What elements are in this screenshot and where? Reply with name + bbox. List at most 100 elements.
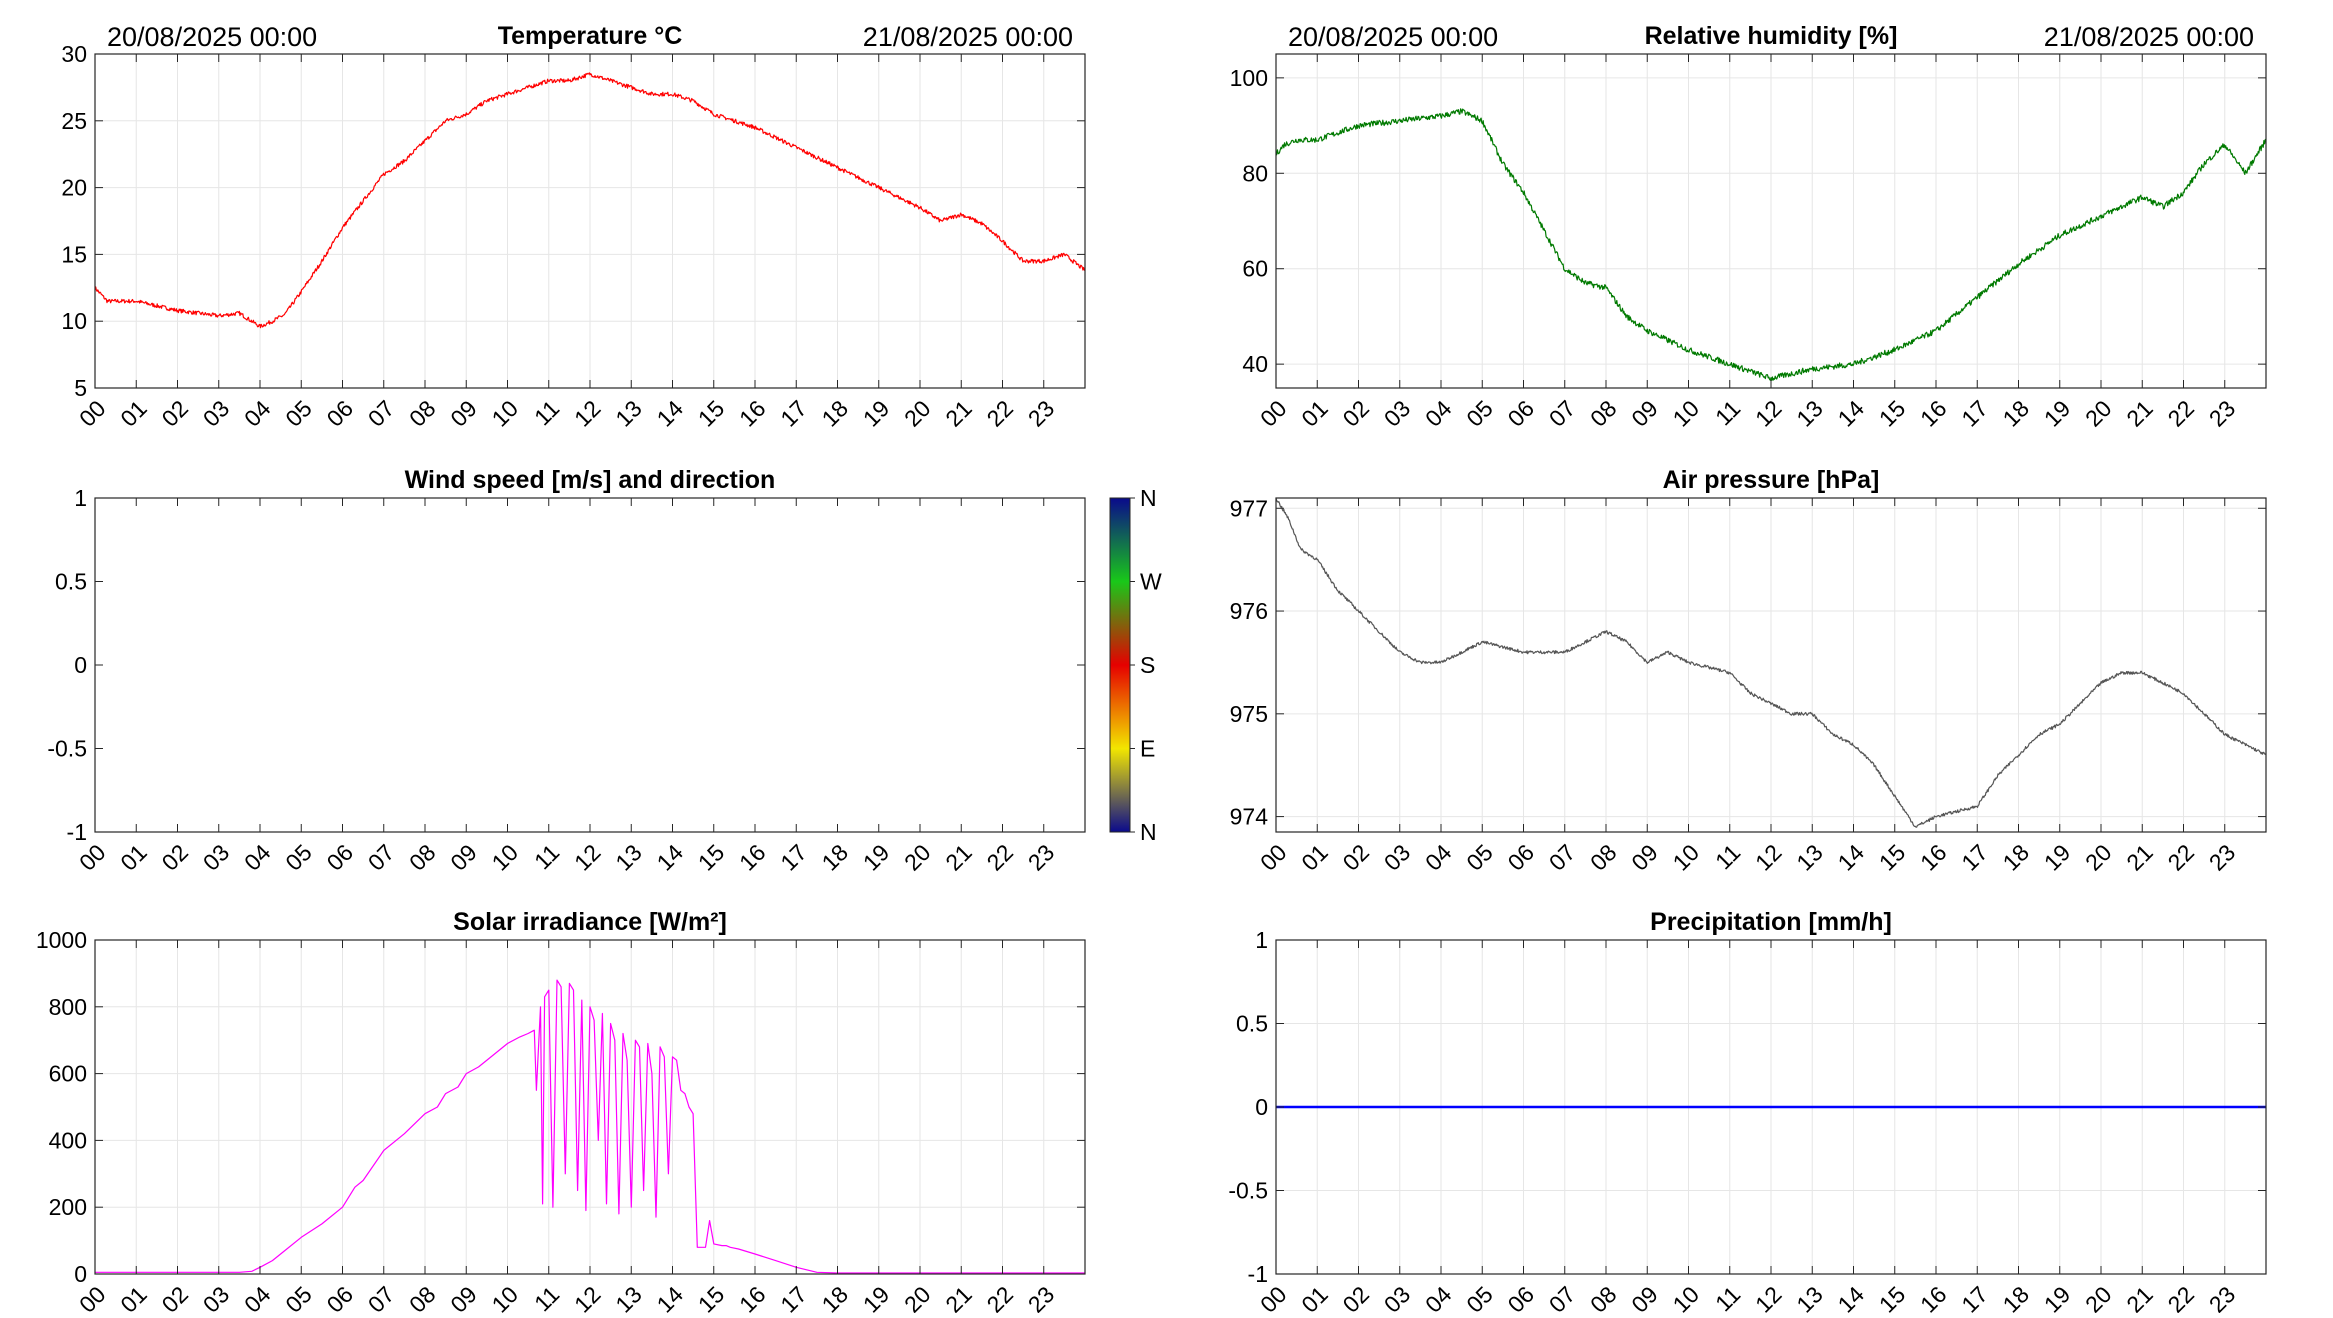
x-tick-label: 06 (322, 395, 358, 431)
x-tick-label: 05 (280, 395, 316, 431)
x-tick-label: 14 (1833, 839, 1870, 876)
x-tick-label: 20 (899, 1281, 935, 1313)
x-tick-label: 07 (363, 1281, 399, 1313)
x-tick-label: 18 (1998, 1281, 2034, 1313)
x-tick-label: 15 (1874, 839, 1910, 875)
x-tick-label: 09 (445, 1281, 481, 1313)
x-tick-label: 20 (2080, 395, 2116, 431)
x-tick-label: 02 (1338, 395, 1374, 431)
temperature-series-line (94, 72, 1086, 329)
plot-frame (94, 497, 1086, 833)
x-tick-label: 09 (1626, 1281, 1662, 1313)
x-tick-label: 10 (487, 839, 523, 875)
x-tick-label: 03 (198, 839, 234, 875)
header-end-date: 21/08/2025 00:00 (863, 22, 1073, 52)
x-tick-label: 12 (1750, 1281, 1786, 1313)
x-tick-label: 03 (198, 395, 234, 431)
x-tick-label: 09 (445, 395, 481, 431)
y-tick-label: 0 (74, 652, 87, 678)
x-tick-label: 22 (2163, 839, 2199, 875)
chart-title: Air pressure [hPa] (1663, 466, 1880, 494)
x-tick-label: 00 (1255, 839, 1291, 875)
x-tick-label: 07 (1544, 1281, 1580, 1313)
x-tick-label: 02 (157, 839, 193, 875)
x-tick-label: 06 (1503, 1281, 1539, 1313)
x-tick-label: 13 (1791, 395, 1827, 431)
x-tick-label: 02 (157, 395, 193, 431)
x-tick-label: 02 (1338, 839, 1374, 875)
x-tick-label: 07 (363, 839, 399, 875)
y-tick-label: 600 (49, 1061, 87, 1087)
colorbar-label: W (1140, 569, 1162, 595)
pressure-chart: 974 975 976 977 00 01 02 03 04 05 06 07 08 09 10 11 12 13… (1230, 466, 2267, 876)
x-tick-label: 23 (2204, 839, 2240, 875)
x-tick-label: 01 (115, 395, 151, 431)
x-tick-label: 09 (1626, 839, 1662, 875)
x-tick-label: 06 (1503, 839, 1539, 875)
x-tick-label: 16 (734, 1281, 770, 1313)
x-tick-label: 17 (775, 395, 811, 431)
y-tick-label: 400 (49, 1127, 87, 1153)
x-tick-label: 15 (693, 395, 729, 431)
x-tick-label: 05 (1461, 1281, 1497, 1313)
x-tick-label: 13 (610, 1281, 646, 1313)
x-tick-label: 01 (1296, 1281, 1332, 1313)
x-tick-label: 08 (1585, 839, 1621, 875)
y-tick-label: 974 (1230, 804, 1269, 830)
x-tick-label: 10 (487, 1281, 523, 1313)
x-tick-label: 00 (1255, 395, 1291, 431)
y-tick-label: 0 (74, 1261, 87, 1287)
colorbar-label: E (1140, 736, 1155, 762)
x-tick-label: 08 (1585, 1281, 1621, 1313)
x-tick-label: 07 (1544, 839, 1580, 875)
x-tick-label: 23 (1023, 1281, 1059, 1313)
x-tick-label: 22 (982, 1281, 1018, 1313)
x-tick-label: 11 (529, 395, 564, 430)
chart-title: Solar irradiance [W/m²] (453, 908, 727, 936)
x-tick-label: 11 (1710, 1281, 1745, 1313)
x-tick-label: 23 (2204, 395, 2240, 431)
x-tick-label: 05 (1461, 839, 1497, 875)
header-start-date: 20/08/2025 00:00 (1288, 22, 1498, 52)
humidity-series-line (1275, 108, 2267, 381)
x-tick-label: 01 (115, 1281, 151, 1313)
x-tick-label: 04 (1420, 1281, 1457, 1313)
x-tick-label: 11 (1710, 839, 1745, 874)
y-tick-label: 1000 (36, 927, 87, 953)
y-tick-label: 0 (1255, 1094, 1268, 1120)
x-tick-label: 02 (1338, 1281, 1374, 1313)
x-tick-label: 01 (1296, 839, 1332, 875)
x-tick-label: 18 (817, 839, 853, 875)
solar-series-line (95, 979, 1085, 1274)
y-tick-label: 5 (74, 375, 87, 401)
x-tick-label: 09 (445, 839, 481, 875)
x-tick-label: 16 (734, 839, 770, 875)
x-tick-label: 21 (2121, 1281, 2157, 1313)
x-tick-label: 18 (1998, 839, 2034, 875)
y-tick-label: 60 (1242, 256, 1268, 282)
x-tick-label: 10 (1668, 1281, 1704, 1313)
x-tick-label: 12 (569, 839, 605, 875)
x-tick-label: 02 (157, 1281, 193, 1313)
x-tick-label: 13 (610, 839, 646, 875)
x-tick-label: 12 (1750, 395, 1786, 431)
x-tick-label: 14 (652, 1281, 689, 1313)
x-tick-label: 21 (940, 395, 976, 431)
x-tick-label: 17 (775, 1281, 811, 1313)
x-tick-label: 22 (982, 839, 1018, 875)
x-tick-label: 07 (363, 395, 399, 431)
direction-colorbar (1109, 497, 1131, 833)
x-tick-label: 08 (404, 1281, 440, 1313)
x-tick-label: 04 (239, 395, 276, 432)
x-tick-label: 19 (2039, 1281, 2075, 1313)
x-tick-label: 17 (1956, 839, 1992, 875)
y-tick-label: 0.5 (1236, 1011, 1268, 1037)
x-tick-label: 14 (652, 839, 689, 876)
x-tick-label: 21 (940, 1281, 976, 1313)
x-tick-label: 20 (2080, 1281, 2116, 1313)
y-tick-label: 15 (61, 241, 87, 267)
x-tick-label: 20 (899, 395, 935, 431)
